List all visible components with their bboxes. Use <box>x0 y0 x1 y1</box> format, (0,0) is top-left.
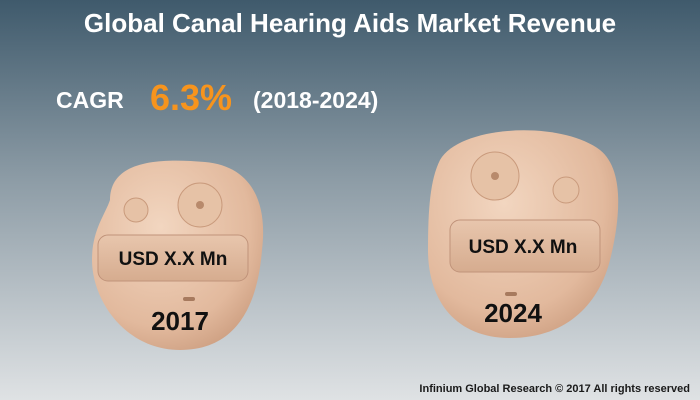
cagr-value: 6.3% <box>150 77 232 118</box>
cagr-label: CAGR <box>56 87 124 113</box>
footer: Infinium Global Research © 2017 All righ… <box>419 383 690 395</box>
year-label: 2017 <box>151 306 209 336</box>
hearing-aid-2024 <box>428 130 619 338</box>
hearing-aid-2017 <box>92 160 264 350</box>
cagr-period: (2018-2024) <box>253 87 378 113</box>
year-label: 2024 <box>484 298 542 328</box>
value-label: USD X.X Mn <box>469 237 578 258</box>
value-label: USD X.X Mn <box>119 249 228 270</box>
title: Global Canal Hearing Aids Market Revenue <box>84 8 616 38</box>
